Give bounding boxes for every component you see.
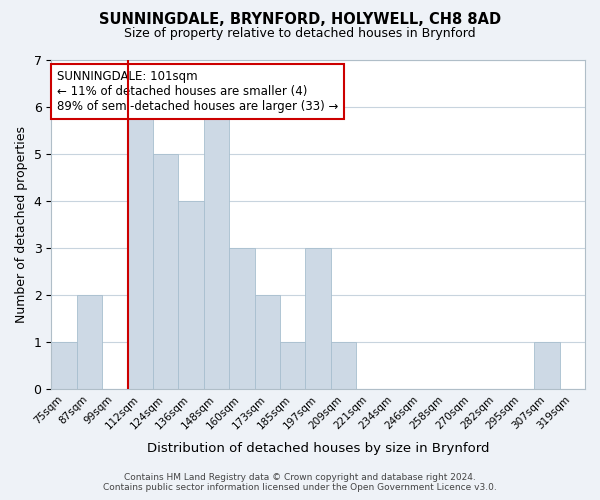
Bar [204,107,229,389]
Bar [534,342,560,389]
Text: Size of property relative to detached houses in Brynford: Size of property relative to detached ho… [124,28,476,40]
Bar [178,201,204,389]
Text: SUNNINGDALE: 101sqm
← 11% of detached houses are smaller (4)
89% of semi-detache: SUNNINGDALE: 101sqm ← 11% of detached ho… [56,70,338,113]
Bar [280,342,305,389]
X-axis label: Distribution of detached houses by size in Brynford: Distribution of detached houses by size … [147,442,490,455]
Bar [305,248,331,389]
Bar [51,342,77,389]
Bar [331,342,356,389]
Y-axis label: Number of detached properties: Number of detached properties [15,126,28,323]
Bar [229,248,254,389]
Bar [128,107,153,389]
Bar [254,295,280,389]
Text: SUNNINGDALE, BRYNFORD, HOLYWELL, CH8 8AD: SUNNINGDALE, BRYNFORD, HOLYWELL, CH8 8AD [99,12,501,28]
Bar [77,295,102,389]
Text: Contains HM Land Registry data © Crown copyright and database right 2024.
Contai: Contains HM Land Registry data © Crown c… [103,473,497,492]
Bar [153,154,178,389]
